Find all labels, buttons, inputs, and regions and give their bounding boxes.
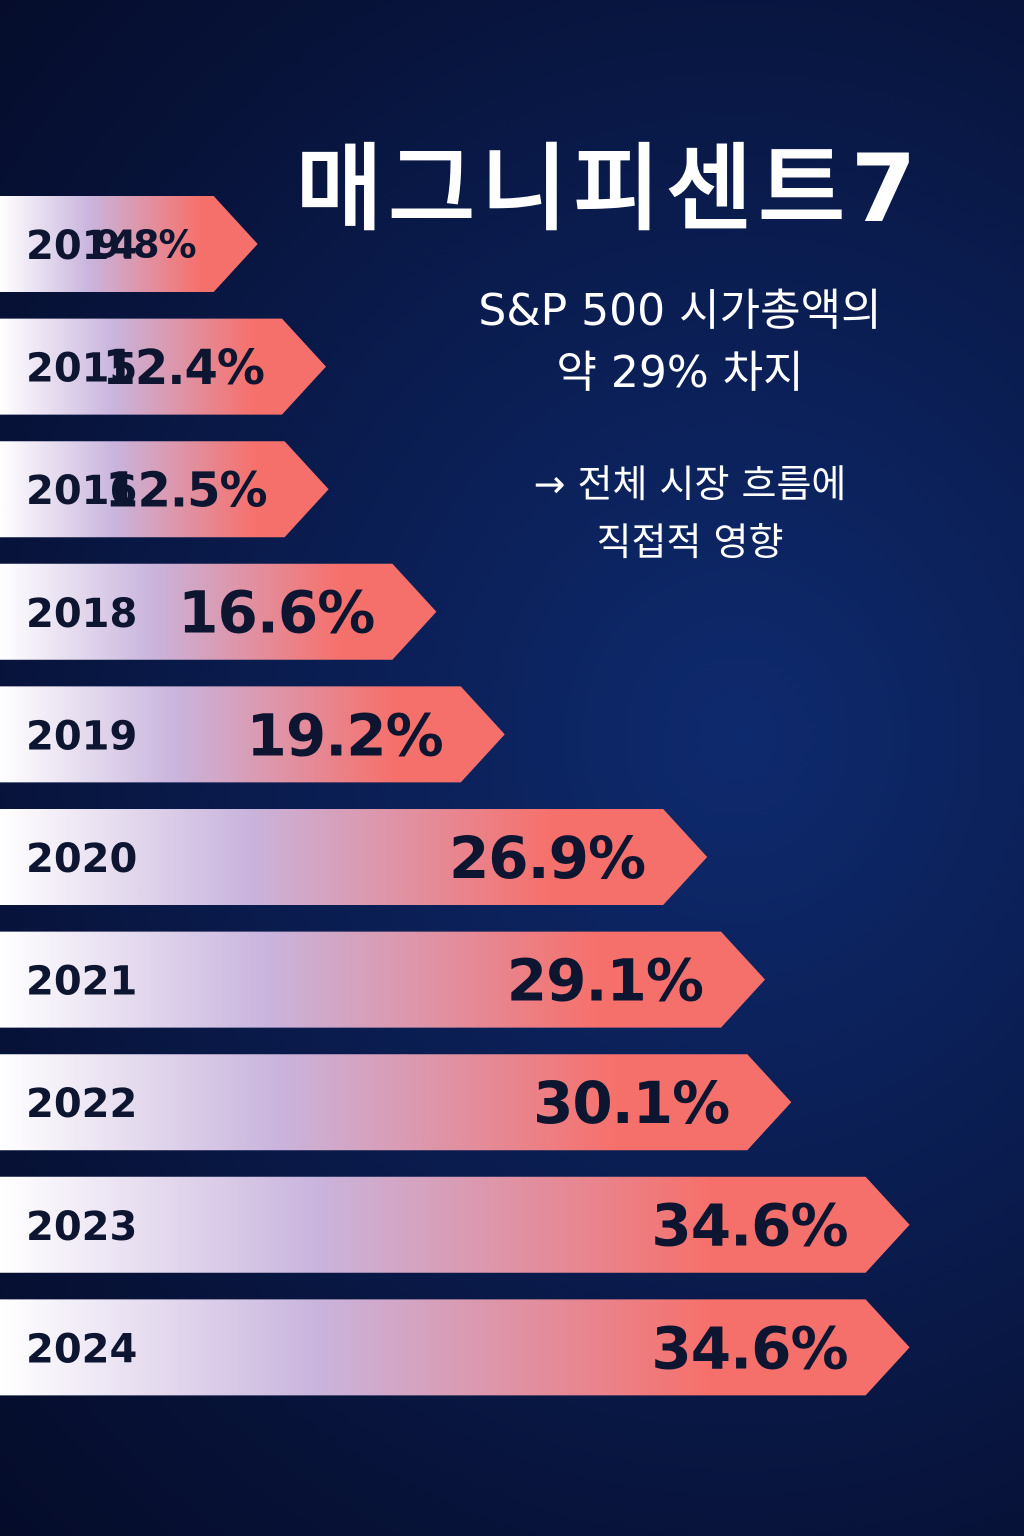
year-label: 2024 xyxy=(26,1326,137,1372)
year-label: 2018 xyxy=(26,591,137,637)
bar-2020 xyxy=(0,809,708,905)
value-label: 12.5% xyxy=(105,462,267,518)
bar-row-2020: 2020 26.9% xyxy=(0,809,708,905)
year-label: 2020 xyxy=(26,836,137,882)
value-label: 12.4% xyxy=(102,340,264,396)
bar-2019 xyxy=(0,686,505,783)
bar-2024 xyxy=(0,1299,910,1396)
value-label: 29.1% xyxy=(507,946,703,1014)
year-label: 2015 xyxy=(26,346,137,392)
subtitle: S&P 500 시가총액의 약 29% 차지 xyxy=(410,280,950,404)
year-label: 2021 xyxy=(26,959,137,1005)
chart-title: 매그니피센트7 xyxy=(296,135,923,244)
value-label: 9.8% xyxy=(94,223,195,267)
subtitle-line-2: 약 29% 차지 xyxy=(556,347,804,398)
market-impact-note: → 전체 시장 흐름에 직접적 영향 xyxy=(470,455,910,571)
bar-row-2019: 2019 19.2% xyxy=(0,686,505,783)
bar-2023 xyxy=(0,1176,910,1273)
value-label: 19.2% xyxy=(247,701,443,769)
value-label: 26.9% xyxy=(449,824,645,892)
bar-2015 xyxy=(0,318,326,415)
year-label: 2022 xyxy=(26,1081,137,1127)
bar-row-2023: 2023 34.6% xyxy=(0,1176,910,1273)
year-label: 2019 xyxy=(26,713,137,759)
subtitle-line-1: S&P 500 시가총액의 xyxy=(478,285,882,336)
bar-2014 xyxy=(0,196,258,292)
note-line-1: → 전체 시장 흐름에 xyxy=(533,462,847,506)
value-label: 16.6% xyxy=(178,579,374,647)
bar-2022 xyxy=(0,1054,792,1151)
year-label: 2014 xyxy=(26,223,137,269)
bar-row-2024: 2024 34.6% xyxy=(0,1299,910,1396)
note-line-2: 직접적 영향 xyxy=(596,520,784,564)
bar-row-2018: 2018 16.6% xyxy=(0,563,437,660)
bar-row-2021: 2021 29.1% xyxy=(0,931,766,1028)
bar-2021 xyxy=(0,931,766,1028)
value-label: 30.1% xyxy=(533,1069,729,1137)
bar-2016 xyxy=(0,441,329,538)
value-label: 34.6% xyxy=(651,1192,847,1260)
bar-2018 xyxy=(0,563,437,660)
year-label: 2016 xyxy=(26,468,137,514)
year-label: 2023 xyxy=(26,1204,137,1250)
value-label: 34.6% xyxy=(651,1314,847,1382)
bar-row-2022: 2022 30.1% xyxy=(0,1054,792,1151)
